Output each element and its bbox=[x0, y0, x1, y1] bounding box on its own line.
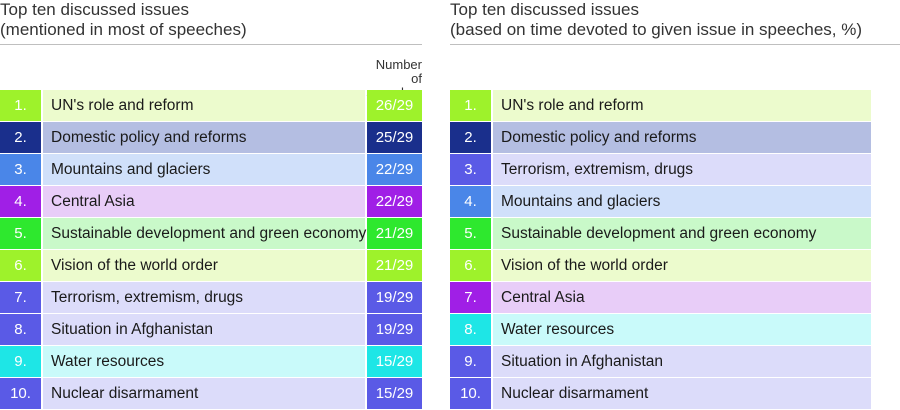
issue-cell: Vision of the world order bbox=[493, 250, 871, 281]
rank-cell: 1. bbox=[0, 90, 41, 121]
rank-cell: 7. bbox=[450, 282, 491, 313]
issue-cell: Nuclear disarmament bbox=[43, 378, 365, 409]
table-row: 1. UN's role and reform 26/29 bbox=[0, 90, 422, 121]
issue-cell: Mountains and glaciers bbox=[43, 154, 365, 185]
rank-cell: 8. bbox=[450, 314, 491, 345]
issue-cell: Situation in Afghanistan bbox=[43, 314, 365, 345]
table-row: 9. Water resources 15/29 bbox=[0, 346, 422, 377]
rank-cell: 4. bbox=[0, 186, 41, 217]
speech-count-cell: 15/29 bbox=[367, 378, 422, 409]
rank-cell: 10. bbox=[450, 378, 491, 409]
table-row: 10. Nuclear disarmament 15/29 bbox=[0, 378, 422, 409]
speech-count-cell: 19/29 bbox=[367, 314, 422, 345]
table-row: 5. Sustainable development and green econ… bbox=[450, 218, 871, 249]
table-row: 2. Domestic policy and reforms 25/29 bbox=[0, 122, 422, 153]
issue-cell: UN's role and reform bbox=[43, 90, 365, 121]
table-row: 6. Vision of the world order 21/29 bbox=[0, 250, 422, 281]
speech-count-cell: 15/29 bbox=[367, 346, 422, 377]
table-row: 8. Situation in Afghanistan 19/29 bbox=[0, 314, 422, 345]
table-row: 6. Vision of the world order bbox=[450, 250, 871, 281]
issue-cell: Sustainable development and green econom… bbox=[43, 218, 365, 249]
table-row: 7. Terrorism, extremism, drugs 19/29 bbox=[0, 282, 422, 313]
rank-cell: 1. bbox=[450, 90, 491, 121]
right-table-panel: Top ten discussed issues (based on time … bbox=[450, 0, 900, 45]
issue-cell: Sustainable development and green econom… bbox=[493, 218, 871, 249]
issue-cell: UN's role and reform bbox=[493, 90, 871, 121]
issue-cell: Nuclear disarmament bbox=[493, 378, 871, 409]
speeches-column-header-line-1: Number bbox=[360, 58, 422, 72]
issue-cell: Domestic policy and reforms bbox=[43, 122, 365, 153]
rank-cell: 6. bbox=[450, 250, 491, 281]
speech-count-cell: 21/29 bbox=[367, 250, 422, 281]
speech-count-cell: 26/29 bbox=[367, 90, 422, 121]
left-table-rows: 1. UN's role and reform 26/29 2. Domestic po… bbox=[0, 90, 422, 410]
issue-cell: Situation in Afghanistan bbox=[493, 346, 871, 377]
rank-cell: 3. bbox=[450, 154, 491, 185]
left-table-subtitle: (mentioned in most of speeches) bbox=[0, 20, 422, 40]
right-table-title: Top ten discussed issues bbox=[450, 0, 900, 20]
issue-cell: Water resources bbox=[493, 314, 871, 345]
table-row: 7. Central Asia bbox=[450, 282, 871, 313]
issue-cell: Central Asia bbox=[43, 186, 365, 217]
table-row: 4. Mountains and glaciers bbox=[450, 186, 871, 217]
rank-cell: 2. bbox=[0, 122, 41, 153]
issue-cell: Terrorism, extremism, drugs bbox=[43, 282, 365, 313]
issue-cell: Mountains and glaciers bbox=[493, 186, 871, 217]
rank-cell: 2. bbox=[450, 122, 491, 153]
rank-cell: 9. bbox=[0, 346, 41, 377]
table-row: 1. UN's role and reform bbox=[450, 90, 871, 121]
left-title-divider bbox=[0, 44, 422, 45]
rank-cell: 10. bbox=[0, 378, 41, 409]
right-table-subtitle: (based on time devoted to given issue in… bbox=[450, 20, 900, 40]
rank-cell: 9. bbox=[450, 346, 491, 377]
speech-count-cell: 25/29 bbox=[367, 122, 422, 153]
issue-cell: Central Asia bbox=[493, 282, 871, 313]
rank-cell: 5. bbox=[450, 218, 491, 249]
issue-cell: Terrorism, extremism, drugs bbox=[493, 154, 871, 185]
issue-cell: Water resources bbox=[43, 346, 365, 377]
table-row: 10. Nuclear disarmament bbox=[450, 378, 871, 409]
table-row: 8. Water resources bbox=[450, 314, 871, 345]
right-title-divider bbox=[450, 44, 900, 45]
rank-cell: 5. bbox=[0, 218, 41, 249]
issue-cell: Domestic policy and reforms bbox=[493, 122, 871, 153]
table-row: 3. Mountains and glaciers 22/29 bbox=[0, 154, 422, 185]
table-row: 2. Domestic policy and reforms bbox=[450, 122, 871, 153]
table-row: 9. Situation in Afghanistan bbox=[450, 346, 871, 377]
left-table-title: Top ten discussed issues bbox=[0, 0, 422, 20]
speech-count-cell: 21/29 bbox=[367, 218, 422, 249]
speech-count-cell: 22/29 bbox=[367, 186, 422, 217]
left-table-panel: Top ten discussed issues (mentioned in m… bbox=[0, 0, 422, 45]
speech-count-cell: 22/29 bbox=[367, 154, 422, 185]
table-row: 5. Sustainable development and green econ… bbox=[0, 218, 422, 249]
issue-cell: Vision of the world order bbox=[43, 250, 365, 281]
rank-cell: 4. bbox=[450, 186, 491, 217]
speech-count-cell: 19/29 bbox=[367, 282, 422, 313]
table-row: 3. Terrorism, extremism, drugs bbox=[450, 154, 871, 185]
rank-cell: 8. bbox=[0, 314, 41, 345]
right-table-rows: 1. UN's role and reform 2. Domestic policy … bbox=[450, 90, 871, 410]
rank-cell: 7. bbox=[0, 282, 41, 313]
rank-cell: 3. bbox=[0, 154, 41, 185]
table-row: 4. Central Asia 22/29 bbox=[0, 186, 422, 217]
rank-cell: 6. bbox=[0, 250, 41, 281]
